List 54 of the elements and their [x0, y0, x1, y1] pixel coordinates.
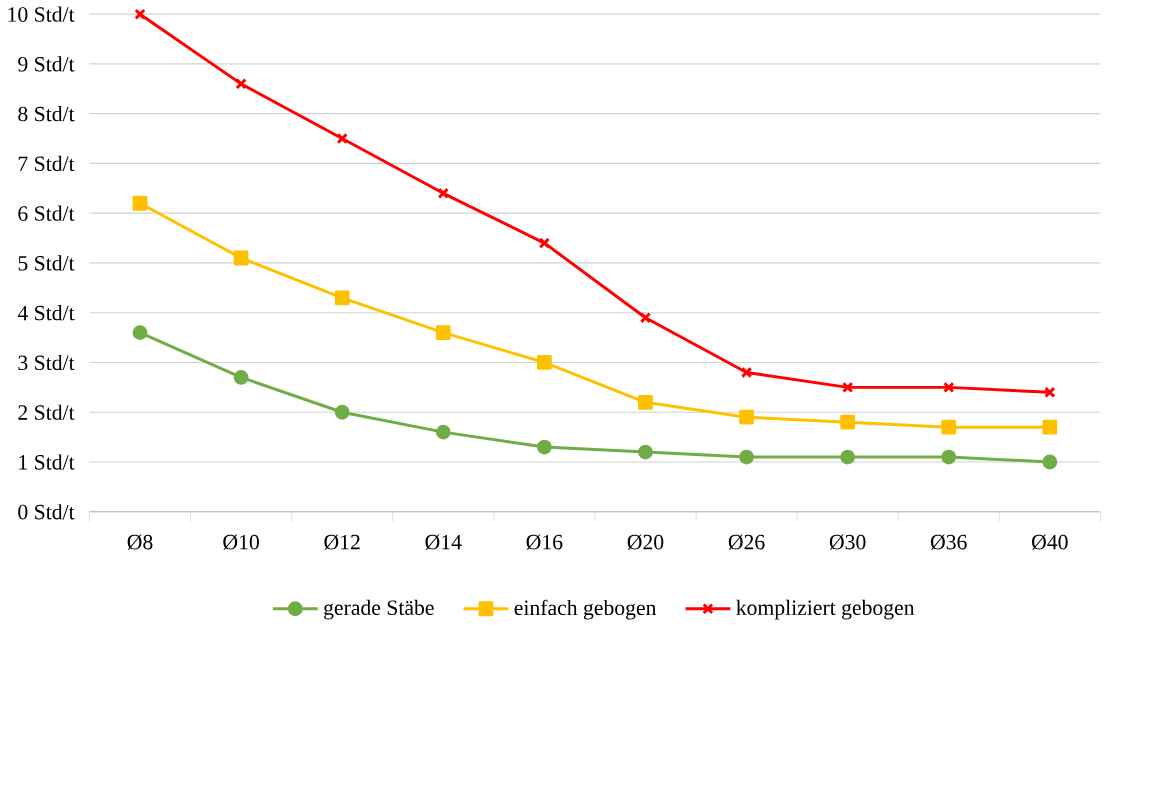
point: [334, 404, 350, 420]
x-tick-label: Ø14: [425, 534, 462, 550]
y-tick-label: 0 Std/t: [18, 504, 75, 520]
legend-label: kompliziert gebogen: [736, 599, 915, 620]
point: [941, 419, 957, 435]
point: [842, 381, 854, 394]
point: [638, 394, 653, 410]
point: [132, 195, 148, 211]
x-tick-label: Ø30: [829, 534, 866, 550]
point: [435, 325, 451, 341]
point: [739, 409, 754, 425]
y-tick-label: 6 Std/t: [18, 205, 75, 221]
y-tick-label: 7 Std/t: [18, 155, 75, 172]
point: [638, 444, 653, 460]
y-tick-label: 10 Std/t: [8, 6, 75, 22]
point: [233, 250, 249, 266]
point: [840, 414, 856, 430]
point: [435, 424, 451, 440]
x-tick-label: Ø12: [324, 534, 360, 550]
point: [943, 381, 955, 394]
y-tick-label: 9 Std/t: [18, 56, 75, 72]
y-tick-label: 5 Std/t: [18, 255, 75, 271]
y-tick-label: 3 Std/t: [18, 354, 75, 371]
point: [1042, 419, 1058, 435]
x-tick-label: Ø40: [1032, 534, 1068, 550]
point: [1044, 386, 1056, 399]
point: [334, 290, 350, 306]
point: [132, 325, 148, 341]
y-tick-label: 2 Std/t: [18, 404, 75, 420]
point: [941, 449, 957, 465]
legend-label: einfach gebogen: [514, 599, 657, 620]
point: [536, 355, 552, 370]
point: [437, 187, 449, 200]
point: [739, 449, 754, 465]
point: [639, 312, 652, 324]
legend-label: gerade Stäbe: [324, 599, 434, 620]
y-tick-label: 4 Std/t: [17, 305, 75, 321]
x-tick-label: Ø26: [728, 534, 765, 550]
x-tick-label: Ø10: [223, 534, 259, 550]
point: [538, 237, 551, 249]
x-tick-label: Ø20: [627, 534, 664, 550]
point: [235, 78, 247, 90]
point: [536, 439, 552, 455]
x-tick-label: Ø8: [127, 534, 153, 550]
point: [1042, 454, 1058, 470]
point: [740, 366, 753, 379]
y-tick-label: 8 Std/t: [18, 106, 75, 122]
point: [336, 132, 348, 145]
point: [233, 370, 249, 385]
x-tick-label: Ø16: [526, 534, 563, 550]
point: [134, 8, 146, 20]
point: [840, 449, 856, 465]
x-tick-label: Ø36: [930, 534, 967, 550]
y-tick-label: 1 Std/t: [19, 454, 75, 470]
